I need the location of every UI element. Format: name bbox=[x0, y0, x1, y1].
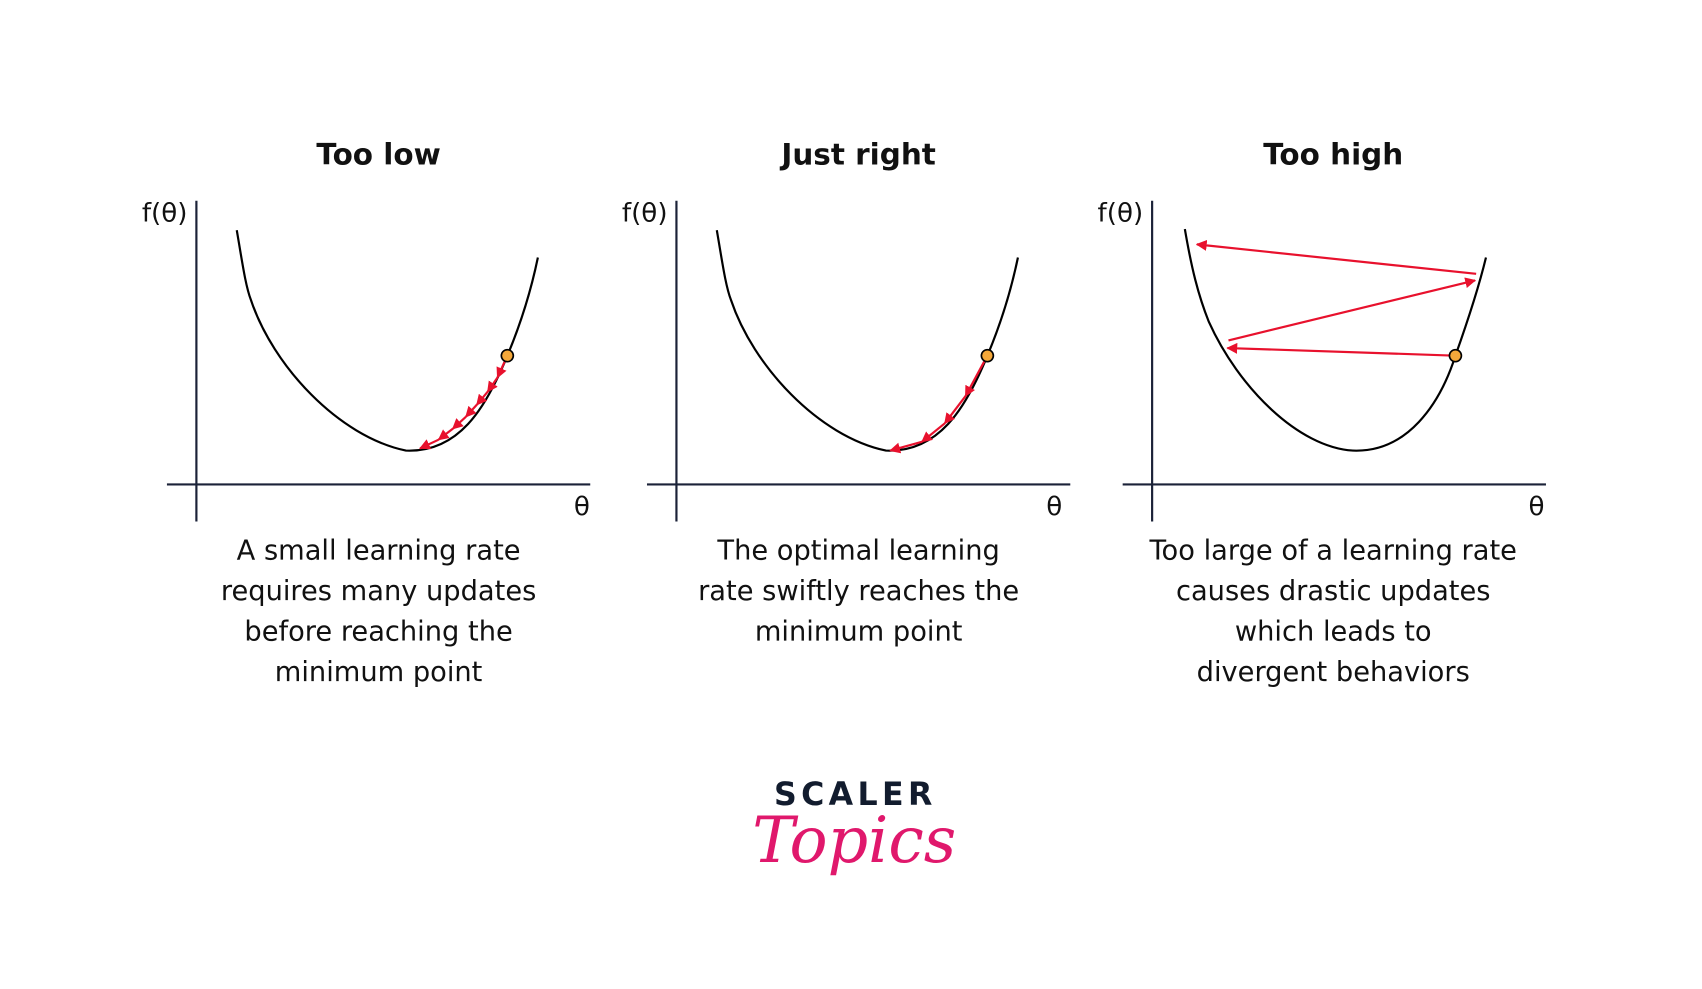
update-step-arrow bbox=[1226, 342, 1456, 357]
y-axis-label: f(θ) bbox=[622, 198, 668, 228]
update-step-arrow bbox=[465, 404, 478, 418]
panel-too-low: Too low f(θ) θ A small learning rate req… bbox=[142, 138, 591, 688]
x-axis-label: θ bbox=[1529, 492, 1545, 522]
caption-line: minimum point bbox=[275, 657, 483, 688]
logo-script: Topics bbox=[752, 803, 956, 877]
loss-curve bbox=[715, 230, 1019, 452]
update-step-arrow bbox=[943, 395, 967, 425]
update-step-arrow bbox=[1228, 277, 1477, 342]
y-axis-label: f(θ) bbox=[142, 198, 188, 228]
panel-too-high: Too high f(θ) θ Too large of a learning … bbox=[1098, 138, 1546, 688]
panel-title: Just right bbox=[779, 138, 935, 172]
start-point bbox=[1448, 348, 1463, 363]
update-step-arrow bbox=[889, 440, 923, 454]
update-step-arrow bbox=[419, 438, 440, 450]
caption-line: A small learning rate bbox=[237, 536, 521, 567]
update-step-arrow bbox=[437, 427, 454, 441]
update-step-arrow bbox=[1195, 239, 1477, 275]
x-axis-label: θ bbox=[574, 492, 590, 522]
gradient-steps bbox=[889, 355, 989, 454]
caption-line: minimum point bbox=[755, 616, 963, 647]
update-step-arrow bbox=[475, 390, 489, 406]
update-step-arrow bbox=[486, 376, 499, 393]
caption-line: Too large of a learning rate bbox=[1149, 536, 1517, 567]
y-axis-label: f(θ) bbox=[1098, 198, 1144, 228]
caption-line: The optimal learning bbox=[716, 536, 999, 567]
caption-line: requires many updates bbox=[221, 576, 536, 607]
start-point bbox=[980, 348, 995, 363]
panel-title: Too high bbox=[1263, 138, 1403, 172]
logo-wordmark: SCALER bbox=[774, 777, 937, 813]
panel-just-right: Just right f(θ) θ The optimal learning r… bbox=[622, 138, 1071, 647]
caption-line: before reaching the bbox=[244, 616, 512, 647]
caption-line: divergent behaviors bbox=[1197, 657, 1470, 688]
update-step-arrow bbox=[921, 422, 946, 443]
loss-curve bbox=[235, 230, 539, 452]
caption-line: causes drastic updates bbox=[1176, 576, 1490, 607]
x-axis-label: θ bbox=[1046, 492, 1062, 522]
update-step-arrow bbox=[964, 355, 989, 397]
scaler-topics-logo: SCALER Topics bbox=[752, 777, 956, 877]
caption-line: which leads to bbox=[1235, 616, 1432, 647]
loss-curve bbox=[1183, 228, 1488, 452]
panel-title: Too low bbox=[316, 138, 440, 172]
update-step-arrow bbox=[451, 415, 467, 430]
gradient-steps bbox=[419, 355, 509, 450]
caption-line: rate swiftly reaches the bbox=[698, 576, 1019, 607]
gradient-steps bbox=[1195, 239, 1477, 357]
start-point bbox=[500, 348, 515, 363]
